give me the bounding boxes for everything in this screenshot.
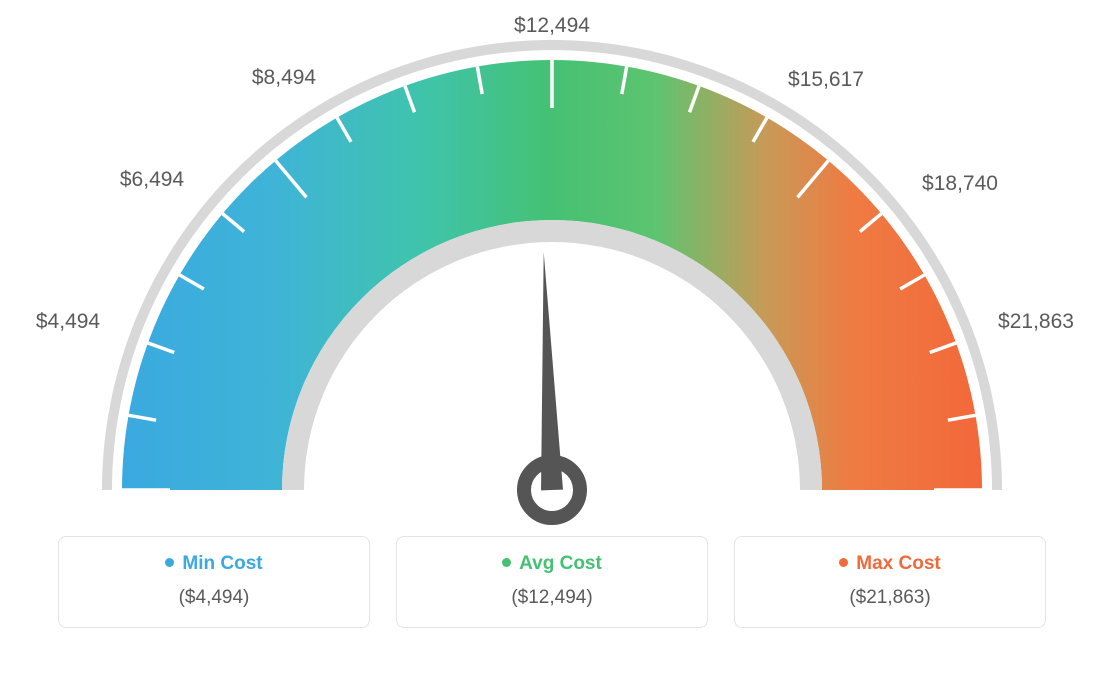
legend-title-text: Avg Cost <box>519 553 602 574</box>
legend-card-title: Max Cost <box>735 553 1045 575</box>
gauge-tick-label: $6,494 <box>120 168 184 192</box>
legend-card-value: ($4,494) <box>59 587 369 609</box>
gauge-tick-label: $4,494 <box>36 310 100 334</box>
legend-dot <box>839 558 848 567</box>
gauge-tick-label: $8,494 <box>252 66 316 90</box>
gauge-chart: $4,494 $6,494 $8,494 $12,494 $15,617 $18,740 $… <box>0 0 1104 530</box>
legend-card-value: ($12,494) <box>397 587 707 609</box>
gauge-tick-label: $18,740 <box>922 172 998 196</box>
legend-card-min: Min Cost ($4,494) <box>58 536 370 628</box>
legend-card-max: Max Cost ($21,863) <box>734 536 1046 628</box>
legend-card-value: ($21,863) <box>735 587 1045 609</box>
gauge-svg <box>0 0 1104 530</box>
legend-card-avg: Avg Cost ($12,494) <box>396 536 708 628</box>
legend-title-text: Max Cost <box>856 553 940 574</box>
gauge-tick-label: $15,617 <box>788 68 864 92</box>
gauge-tick-label: $12,494 <box>514 14 590 38</box>
legend-title-text: Min Cost <box>182 553 262 574</box>
legend-dot <box>502 558 511 567</box>
legend-row: Min Cost ($4,494) Avg Cost ($12,494) Max Cos… <box>0 536 1104 628</box>
legend-card-title: Min Cost <box>59 553 369 575</box>
legend-dot <box>165 558 174 567</box>
gauge-needle <box>516 251 581 519</box>
gauge-tick-label: $21,863 <box>998 310 1074 334</box>
legend-card-title: Avg Cost <box>397 553 707 575</box>
